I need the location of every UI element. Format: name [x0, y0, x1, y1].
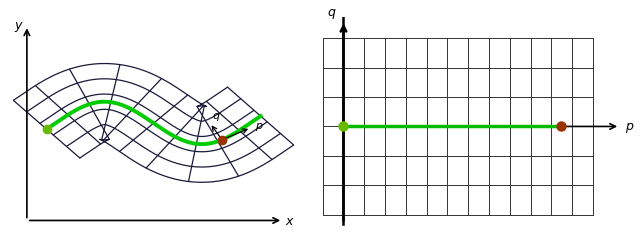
Text: p: p: [625, 120, 634, 133]
Text: q: q: [328, 6, 335, 19]
Text: x: x: [285, 215, 292, 228]
Text: q: q: [212, 111, 220, 121]
Text: y: y: [15, 19, 22, 32]
Text: p: p: [255, 121, 262, 131]
